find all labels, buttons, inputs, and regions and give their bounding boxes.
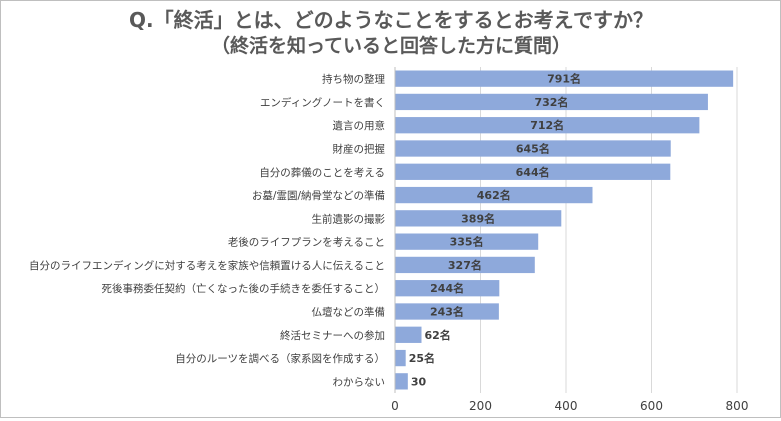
category-label: 仏壇などの準備 xyxy=(312,306,386,319)
category-label: 生前遺影の撮影 xyxy=(312,212,386,225)
x-tick-label: 0 xyxy=(391,399,399,413)
data-label: 25名 xyxy=(409,351,435,365)
category-label: エンディングノートを書く xyxy=(260,96,385,109)
bar xyxy=(395,280,500,297)
category-label: 自分のライフエンディングに対する考えを家族や信頼置ける人に伝えること xyxy=(29,259,385,272)
bar xyxy=(395,373,408,390)
category-label: お墓/霊園/納骨堂などの準備 xyxy=(252,189,385,202)
data-label: 62名 xyxy=(425,328,451,342)
bar xyxy=(395,210,562,227)
bar xyxy=(395,349,406,367)
category-label: わからない xyxy=(333,376,386,388)
bar xyxy=(395,117,700,134)
data-label: 732名 xyxy=(534,95,568,109)
data-label: 243名 xyxy=(430,305,464,319)
category-label: 持ち物の整理 xyxy=(322,73,385,86)
category-label: 財産の把握 xyxy=(333,143,386,156)
data-label: 644名 xyxy=(516,165,550,179)
bar xyxy=(395,186,593,204)
data-label: 462名 xyxy=(477,188,511,202)
data-label: 30 xyxy=(411,375,427,388)
data-label: 645名 xyxy=(516,142,550,156)
data-label: 389名 xyxy=(461,211,495,225)
data-label: 712名 xyxy=(530,118,564,132)
bar xyxy=(395,233,539,250)
chart-title-block: Q.「終活」とは、どのようなことをするとお考えですか？ （終活を知っていると回答… xyxy=(61,7,721,59)
x-tick-label: 400 xyxy=(555,399,578,413)
data-label: 791名 xyxy=(547,72,581,86)
bar xyxy=(395,256,535,274)
category-label: 死後事務委任契約（亡くなった後の手続きを委任すること） xyxy=(102,282,386,295)
data-label: 327名 xyxy=(448,258,482,272)
bar xyxy=(395,93,708,111)
bar xyxy=(395,140,671,157)
category-label: 老後のライフプランを考えること xyxy=(228,236,385,249)
category-label: 終活セミナーへの参加 xyxy=(280,329,385,342)
data-label: 244名 xyxy=(430,281,464,295)
category-label: 遺言の用意 xyxy=(333,119,386,132)
chart-title: Q.「終活」とは、どのようなことをするとお考えですか？ xyxy=(129,8,653,32)
x-tick-label: 800 xyxy=(726,399,749,413)
x-tick-label: 600 xyxy=(640,399,663,413)
bar xyxy=(395,303,499,320)
category-label: 自分のルーツを調べる（家系図を作成する） xyxy=(175,352,385,365)
bar xyxy=(395,70,734,87)
bar xyxy=(395,163,671,180)
category-label: 自分の葬儀のことを考える xyxy=(259,166,385,179)
data-label: 335名 xyxy=(450,235,484,249)
x-tick-label: 200 xyxy=(469,399,492,413)
chart-subtitle: （終活を知っていると回答した方に質問） xyxy=(210,35,572,57)
bar xyxy=(395,326,422,343)
